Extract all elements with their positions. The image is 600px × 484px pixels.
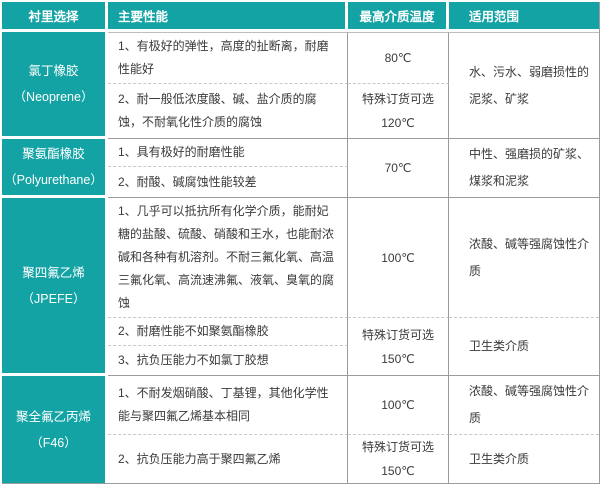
performance-cell: 1、有极好的弹性，高度的扯断离，耐磨性能好: [108, 32, 348, 84]
material-cell-polyurethane: 聚氨酯橡胶 （Polyurethane）: [2, 139, 108, 198]
application-range-cell: 中性、强磨损的矿浆、煤浆和泥浆: [449, 139, 599, 198]
material-cell-f46: 聚全氟乙丙烯 （F46）: [2, 376, 108, 483]
table-row: 2、耐磨性能不如聚氨酯橡胶 特殊订货可选 150℃ 卫生类介质: [2, 318, 599, 376]
material-name: 氯丁橡胶: [28, 64, 79, 78]
header-max-medium-temp: 最高介质温度: [348, 2, 449, 32]
header-lining-selection: 衬里选择: [2, 2, 108, 32]
application-range-cell: 水、污水、弱磨损性的泥浆、矿浆: [449, 32, 599, 139]
performance-cell: 2、耐一般低浓度酸、碱、盐介质的腐蚀，不耐氧化性介质的腐蚀: [108, 84, 348, 139]
material-name-en: （JPEFE）: [21, 291, 86, 306]
performance-cell: 1、不耐发烟硝酸、丁基锂，其他化学性能与聚四氟乙烯基本相同: [108, 376, 348, 435]
material-cell-neoprene: 氯丁橡胶 （Neoprene）: [2, 32, 108, 139]
temperature-cell: 80℃: [348, 32, 449, 84]
material-name: 聚四氟乙烯: [22, 265, 85, 280]
application-range-cell: 浓酸、碱等强腐蚀性介质: [449, 198, 599, 318]
table-row: 3、抗负压能力不如氯丁胶想: [2, 346, 599, 376]
temp-note: 特殊订货可选: [361, 440, 434, 454]
temperature-cell: 100℃: [348, 198, 449, 318]
table-row: 氯丁橡胶 （Neoprene） 1、有极好的弹性，高度的扯断离，耐磨性能好 80…: [2, 32, 599, 139]
header-main-performance: 主要性能: [108, 2, 348, 32]
material-name-en: （F46）: [30, 435, 77, 450]
temp-note: 特殊订货可选: [361, 92, 434, 106]
material-name-en: （Neoprene）: [13, 90, 94, 104]
performance-cell: 1、具有极好的耐磨性能: [108, 139, 348, 168]
performance-cell: 2、耐酸、碱腐蚀性能较差: [108, 167, 348, 198]
application-range-cell: 卫生类介质: [449, 435, 599, 483]
temp-value: 150℃: [381, 464, 415, 478]
performance-cell: 2、抗负压能力高于聚四氟乙烯: [108, 435, 348, 483]
performance-cell: 1、几乎可以抵抗所有化学介质，能耐妃糖的盐酸、硫酸、硝酸和王水，也能耐浓碱和各种…: [108, 198, 348, 318]
temp-note: 特殊订货可选: [361, 327, 434, 342]
header-row: 衬里选择 主要性能 最高介质温度 适用范围: [2, 2, 599, 32]
material-name: 聚全氟乙丙烯: [15, 409, 91, 424]
temperature-cell: 70℃: [348, 139, 449, 198]
temperature-cell: 特殊订货可选 120℃: [348, 84, 449, 139]
table-row: 2、耐酸、碱腐蚀性能较差: [2, 167, 599, 198]
header-application-range: 适用范围: [449, 2, 599, 32]
temperature-cell: 特殊订货可选 150℃: [348, 318, 449, 376]
table-row: 聚全氟乙丙烯 （F46） 1、不耐发烟硝酸、丁基锂，其他化学性能与聚四氟乙烯基本…: [2, 376, 599, 483]
table-row: 聚四氟乙烯 （JPEFE） 1、几乎可以抵抗所有化学介质，能耐妃糖的盐酸、硫酸、…: [2, 198, 599, 376]
table-row: 聚氨酯橡胶 （Polyurethane） 1、具有极好的耐磨性能 70℃ 中性、…: [2, 139, 599, 198]
table-row: 2、耐一般低浓度酸、碱、盐介质的腐蚀，不耐氧化性介质的腐蚀 特殊订货可选 120…: [2, 84, 599, 139]
material-cell-ptfe: 聚四氟乙烯 （JPEFE）: [2, 198, 108, 376]
temp-value: 120℃: [381, 116, 415, 130]
temp-value: 150℃: [381, 351, 415, 366]
material-name-en: （Polyurethane）: [4, 173, 103, 187]
material-name: 聚氨酯橡胶: [22, 147, 85, 161]
temperature-cell: 100℃: [348, 376, 449, 435]
application-range-cell: 卫生类介质: [449, 318, 599, 376]
performance-cell: 2、耐磨性能不如聚氨酯橡胶: [108, 318, 348, 346]
temperature-cell: 特殊订货可选 150℃: [348, 435, 449, 483]
performance-cell: 3、抗负压能力不如氯丁胶想: [108, 346, 348, 376]
application-range-cell: 浓酸、碱等强腐蚀性介质: [449, 376, 599, 435]
